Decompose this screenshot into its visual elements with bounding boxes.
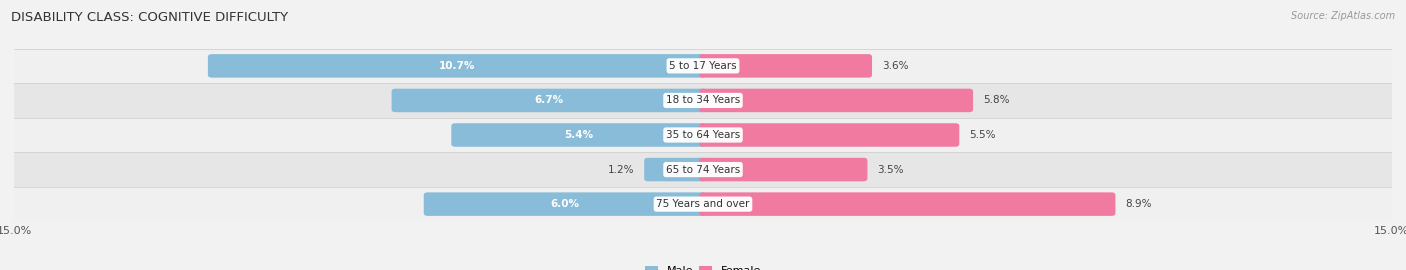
Bar	[14, 49, 1392, 83]
FancyBboxPatch shape	[392, 89, 707, 112]
Text: 5 to 17 Years: 5 to 17 Years	[669, 61, 737, 71]
Text: 18 to 34 Years: 18 to 34 Years	[666, 95, 740, 106]
Text: 3.6%: 3.6%	[882, 61, 908, 71]
Text: 65 to 74 Years: 65 to 74 Years	[666, 164, 740, 175]
FancyBboxPatch shape	[699, 158, 868, 181]
FancyBboxPatch shape	[451, 123, 707, 147]
Text: 1.2%: 1.2%	[607, 164, 634, 175]
Text: Source: ZipAtlas.com: Source: ZipAtlas.com	[1291, 11, 1395, 21]
Text: 3.5%: 3.5%	[877, 164, 904, 175]
Bar	[14, 152, 1392, 187]
Text: 35 to 64 Years: 35 to 64 Years	[666, 130, 740, 140]
Text: 75 Years and over: 75 Years and over	[657, 199, 749, 209]
FancyBboxPatch shape	[208, 54, 707, 78]
Text: 10.7%: 10.7%	[439, 61, 475, 71]
FancyBboxPatch shape	[699, 192, 1115, 216]
Bar	[14, 83, 1392, 118]
Text: 5.4%: 5.4%	[564, 130, 593, 140]
Legend: Male, Female: Male, Female	[644, 266, 762, 270]
FancyBboxPatch shape	[699, 89, 973, 112]
FancyBboxPatch shape	[423, 192, 707, 216]
FancyBboxPatch shape	[699, 123, 959, 147]
Text: DISABILITY CLASS: COGNITIVE DIFFICULTY: DISABILITY CLASS: COGNITIVE DIFFICULTY	[11, 11, 288, 24]
Text: 6.7%: 6.7%	[534, 95, 564, 106]
Bar	[14, 118, 1392, 152]
Text: 8.9%: 8.9%	[1126, 199, 1152, 209]
FancyBboxPatch shape	[699, 54, 872, 78]
Bar	[14, 187, 1392, 221]
Text: 5.8%: 5.8%	[983, 95, 1010, 106]
FancyBboxPatch shape	[644, 158, 707, 181]
Text: 5.5%: 5.5%	[969, 130, 995, 140]
Text: 6.0%: 6.0%	[551, 199, 579, 209]
